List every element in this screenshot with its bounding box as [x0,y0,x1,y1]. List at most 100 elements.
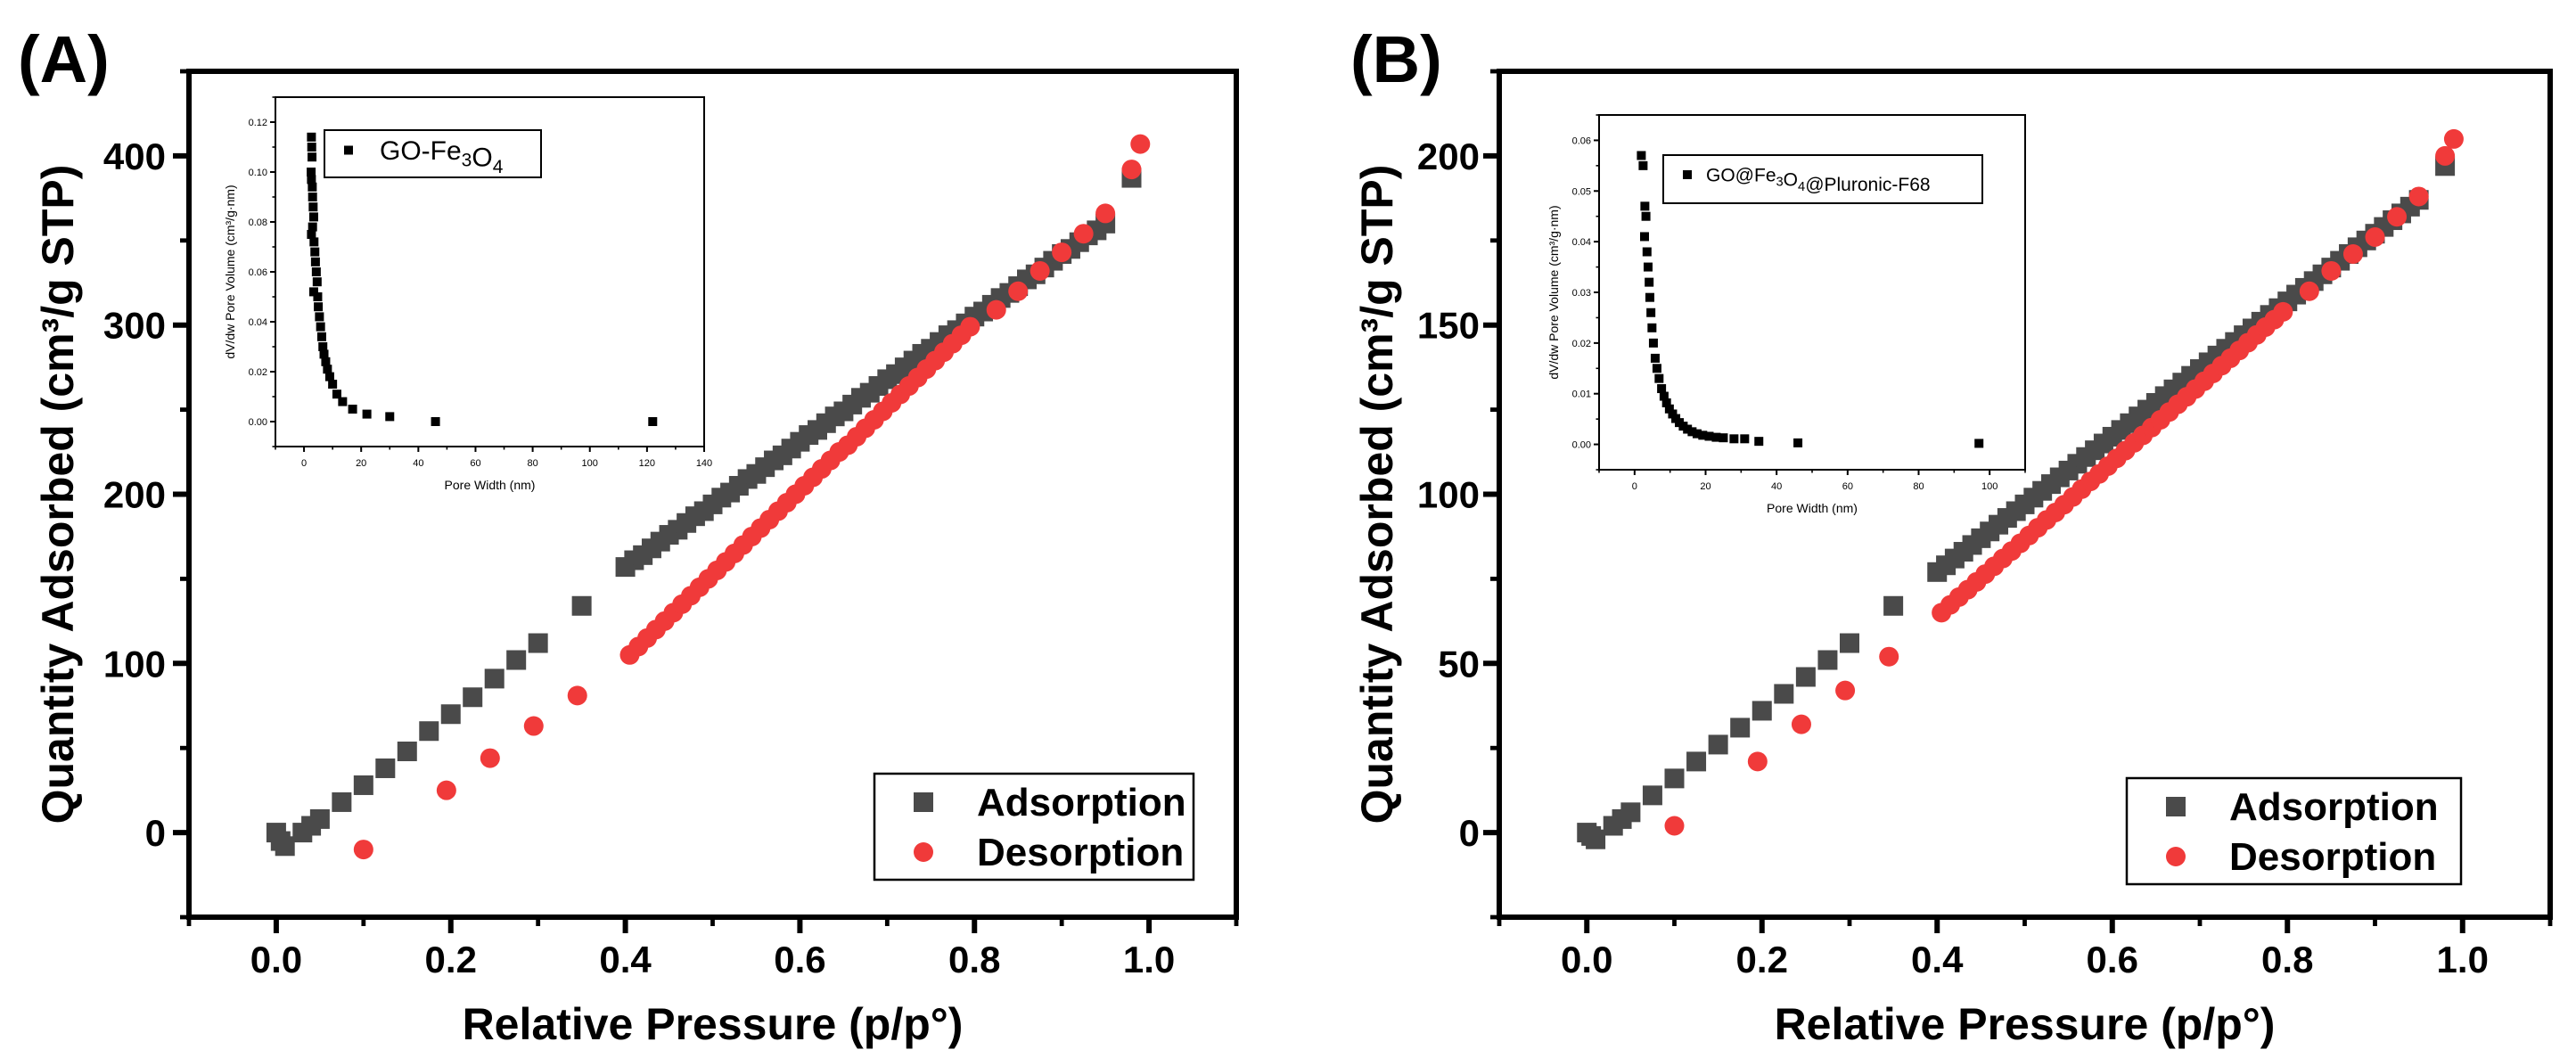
data-point-adsorption [1817,650,1838,670]
legend-box [873,772,1195,882]
inset-data-point-go-fe3o4 [310,257,320,267]
data-point-desorption [2443,128,2464,149]
inset-x-tick-label: 60 [470,458,480,469]
inset-data-point-go@fe3o4@pluronic-f68 [1659,391,1669,401]
data-point-adsorption [1586,829,1606,849]
data-point-desorption [2342,243,2363,264]
data-point-adsorption [1620,802,1641,823]
legend-marker-desorption [2166,847,2186,866]
inset-legend: GO@Fe3O4@Pluronic-F68 [1662,154,1983,204]
inset-data-point-go-fe3o4 [313,292,323,301]
inset-x-tick-label: 20 [356,458,366,469]
data-point-adsorption [1664,768,1685,789]
inset-data-point-go@fe3o4@pluronic-f68 [1647,323,1657,332]
inset-series-go-fe3o4 [307,132,658,426]
inset-y-tick-label: 0.10 [249,168,267,178]
inset-y-tick-label: 0.02 [249,367,267,378]
series-desorption [1664,128,2464,836]
y-tick-label: 100 [103,643,166,685]
inset-data-point-go@fe3o4@pluronic-f68 [1652,364,1661,373]
data-point-desorption [567,685,587,706]
inset-data-point-go-fe3o4 [315,312,324,322]
inset-data-point-go-fe3o4 [308,202,318,212]
inset-data-point-go@fe3o4@pluronic-f68 [1754,437,1764,447]
inset-data-point-go@fe3o4@pluronic-f68 [1719,433,1728,443]
x-tick-label: 0.0 [1561,939,1612,980]
inset-x-tick-label: 40 [1771,481,1782,492]
inset-x-tick-label: 60 [1842,481,1853,492]
inset-x-tick-label: 0 [1632,481,1637,492]
inset-x-tick-label: 80 [527,458,537,469]
y-tick-label: 100 [1417,474,1480,516]
inset-data-point-go-fe3o4 [323,365,332,374]
inset-data-point-go@fe3o4@pluronic-f68 [1643,262,1653,272]
y-axis-title: Quantity Adsorbed (cm³/g STP) [1352,165,1402,824]
inset-data-point-go@fe3o4@pluronic-f68 [1692,429,1702,439]
x-axis-title: Relative Pressure (p/p°) [463,999,964,1049]
inset-data-point-go-fe3o4 [308,212,318,222]
data-point-adsorption [419,721,439,742]
series-desorption [353,134,1151,860]
inset-data-point-go-fe3o4 [307,143,316,152]
panel-label: (B) [1350,22,1442,96]
inset-legend-marker [344,145,353,155]
inset-y-tick-label: 0.06 [249,267,267,278]
inset-data-point-go@fe3o4@pluronic-f68 [1639,232,1649,242]
inset-data-point-go@fe3o4@pluronic-f68 [1642,247,1652,257]
inset-data-point-go-fe3o4 [316,332,326,341]
inset-data-point-go@fe3o4@pluronic-f68 [1729,434,1739,444]
inset-series-go-fe3o4-pluronic-f68 [1637,151,1984,448]
inset-x-tick-label: 80 [1913,481,1924,492]
y-tick-label: 150 [1417,305,1480,347]
inset-data-point-go-fe3o4 [310,247,320,257]
x-tick-label: 0.2 [425,939,477,980]
inset-data-point-go-fe3o4 [308,222,317,232]
inset-data-point-go-fe3o4 [308,182,317,192]
inset-y-tick-label: 0.02 [1572,339,1591,349]
data-point-desorption [1121,160,1142,180]
inset-data-point-go-fe3o4 [332,390,341,399]
x-axis-title: Relative Pressure (p/p°) [1775,999,2276,1049]
inset-legend-label: GO@Fe3O4@Pluronic-F68 [1706,165,1931,195]
inset-data-point-go@fe3o4@pluronic-f68 [1687,427,1697,437]
data-point-desorption [2299,281,2319,301]
inset-data-point-go@fe3o4@pluronic-f68 [1654,373,1664,383]
inset-data-point-go-fe3o4 [321,357,331,366]
inset-data-point-go@fe3o4@pluronic-f68 [1793,438,1803,447]
inset-data-point-go-fe3o4 [308,193,317,201]
inset-y-tick-label: 0.00 [1572,440,1591,451]
inset-y-axis-title: dV/dw Pore Volume (cm³/g·nm) [1546,205,1561,379]
y-axis-title: Quantity Adsorbed (cm³/g STP) [33,165,83,824]
inset-data-point-go-fe3o4 [328,380,338,389]
inset-y-tick-label: 0.00 [249,417,267,428]
inset-data-point-go@fe3o4@pluronic-f68 [1638,160,1648,170]
inset-data-point-go-fe3o4 [362,409,372,419]
inset-data-point-go@fe3o4@pluronic-f68 [1648,338,1658,348]
inset-data-point-go-fe3o4 [308,152,317,162]
x-tick-label: 0.6 [2087,939,2138,980]
data-point-adsorption [1795,667,1816,687]
inset-data-point-go@fe3o4@pluronic-f68 [1637,151,1646,160]
legend-label-adsorption: Adsorption [977,781,1186,824]
inset-x-tick-label: 100 [582,458,598,469]
data-point-desorption [1879,646,1899,667]
data-point-desorption [960,316,980,337]
data-point-adsorption [1708,734,1728,755]
inset-legend-marker [1683,170,1692,179]
data-point-adsorption [397,741,417,761]
inset-data-point-go@fe3o4@pluronic-f68 [1646,308,1656,317]
inset-y-tick-label: 0.04 [1572,237,1591,248]
data-point-desorption [1747,751,1768,772]
data-point-adsorption [1774,684,1794,704]
x-tick-label: 0.0 [250,939,302,980]
legend-marker-adsorption [914,792,933,812]
inset-data-point-go@fe3o4@pluronic-f68 [1661,398,1671,407]
y-tick-label: 0 [1459,812,1480,854]
inset-data-point-go@fe3o4@pluronic-f68 [1740,434,1750,444]
data-point-desorption [1095,203,1116,224]
panel-b: (B)0.0 0.2 0.4 0.6 0.8 1.0050100150200Relativ… [1350,22,2553,1049]
data-point-desorption [2408,186,2429,207]
inset-data-point-go-fe3o4 [348,405,357,414]
data-point-adsorption [528,633,548,653]
